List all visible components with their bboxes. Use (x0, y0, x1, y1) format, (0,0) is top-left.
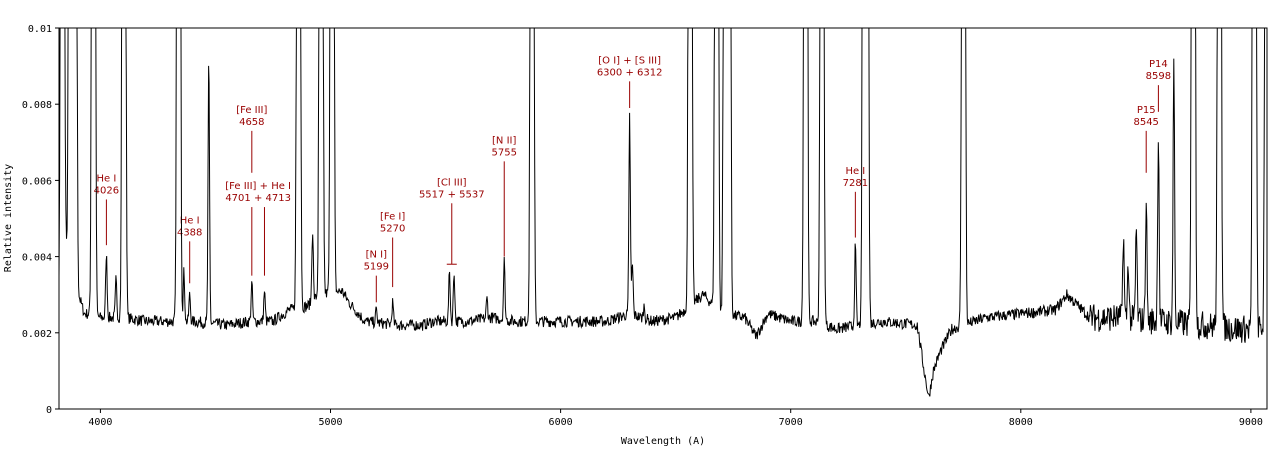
annotation-label: 6300 + 6312 (597, 67, 663, 78)
line-annotation: [Fe III]4658 (236, 105, 268, 173)
line-annotation: [O I] + [S III]6300 + 6312 (597, 55, 663, 109)
annotation-label: 8545 (1133, 117, 1158, 128)
annotation-label: [Fe III] + He I (225, 181, 291, 192)
y-tick-label: 0.002 (22, 329, 52, 340)
x-tick-label: 6000 (549, 417, 573, 428)
y-axis-title: Relative intensity (3, 164, 14, 272)
annotation-label: 5199 (364, 262, 389, 273)
annotation-label: [N II] (492, 135, 516, 146)
x-tick-label: 7000 (779, 417, 803, 428)
x-tick-label: 5000 (318, 417, 342, 428)
annotation-label: P14 (1149, 59, 1168, 70)
annotation-label: 4026 (94, 185, 119, 196)
y-tick-label: 0.008 (22, 100, 52, 111)
axis-ticks: 4000 5000 6000 7000 8000 9000 0 0.002 0.004 0.006… (22, 24, 1263, 428)
annotation-label: 4701 + 4713 (225, 193, 291, 204)
annotation-label: P15 (1137, 105, 1156, 116)
annotation-label: [Fe III] (236, 105, 267, 116)
y-tick-label: 0 (46, 405, 52, 416)
y-tick-label: 0.01 (28, 24, 52, 35)
x-tick-label: 4000 (88, 417, 112, 428)
annotation-label: [O I] + [S III] (598, 55, 661, 66)
plot-frame (58, 27, 1268, 410)
annotation-label: [N I] (366, 250, 388, 261)
y-tick-label: 0.004 (22, 253, 52, 264)
annotation-label: He I (180, 215, 200, 226)
line-annotation: [N I]5199 (364, 250, 389, 303)
annotation-label: 5270 (380, 224, 405, 235)
annotation-label: [Cl III] (437, 177, 467, 188)
line-annotation: [Cl III]5517 + 5537 (419, 177, 485, 265)
annotation-label: 5517 + 5537 (419, 189, 485, 200)
annotation-label: 8598 (1146, 71, 1171, 82)
x-axis-title: Wavelength (A) (621, 436, 705, 447)
annotation-label: 7281 (843, 178, 868, 189)
spectrum-line (59, 28, 1266, 397)
annotation-label: 4388 (177, 227, 202, 238)
x-tick-label: 8000 (1009, 417, 1033, 428)
x-tick-label: 9000 (1239, 417, 1263, 428)
annotation-label: 4658 (239, 117, 264, 128)
annotation-label: He I (845, 166, 865, 177)
line-annotation: [Fe I]5270 (380, 212, 405, 288)
line-annotation: [N II]5755 (492, 135, 517, 257)
annotation-label: [Fe I] (380, 212, 405, 223)
y-tick-label: 0.006 (22, 176, 52, 187)
annotation-label: 5755 (492, 147, 517, 158)
annotation-label: He I (96, 173, 116, 184)
